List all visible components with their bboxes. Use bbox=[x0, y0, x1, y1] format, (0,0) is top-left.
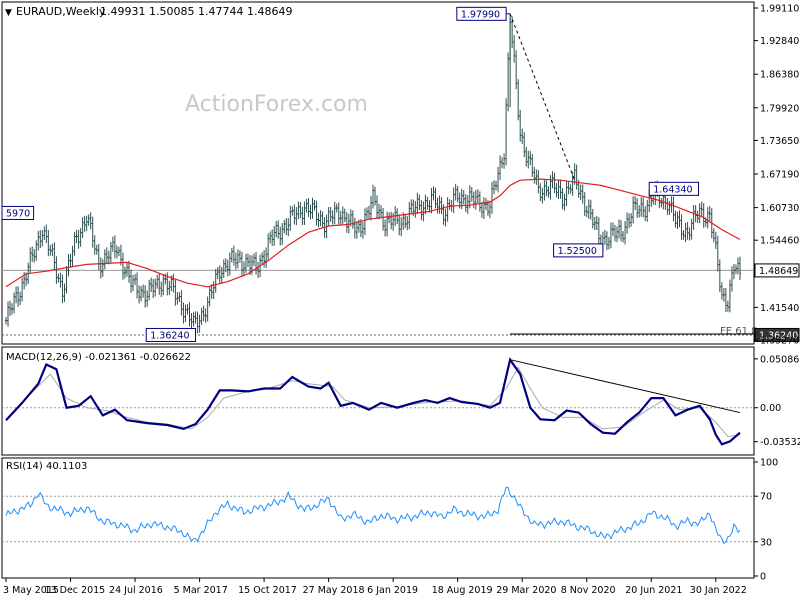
current-price-tag-box bbox=[754, 263, 800, 278]
left-cut-annotation: 5970 bbox=[6, 208, 30, 219]
price-y-tick-label: 1.60730 bbox=[760, 203, 799, 214]
x-tick-label: 18 Aug 2019 bbox=[432, 585, 493, 596]
high-annotation: 1.97990 bbox=[461, 9, 500, 20]
rsi-y-tick-label: 100 bbox=[760, 458, 778, 469]
x-tick-label: 30 Jan 2022 bbox=[690, 585, 747, 596]
price-y-tick-label: 1.73650 bbox=[760, 136, 799, 147]
price-y-tick-label: 1.67190 bbox=[760, 170, 799, 181]
x-tick-label: 24 Jul 2016 bbox=[109, 585, 163, 596]
chart-header: ▼ EURAUD,Weekly 1.49931 1.50085 1.47744 … bbox=[5, 5, 292, 18]
macd-y-tick-label: 0.050863 bbox=[760, 354, 800, 365]
price-y-tick-label: 1.54460 bbox=[760, 236, 799, 247]
price-y-tick-label: 1.35270 bbox=[760, 336, 799, 347]
price-panel-frame bbox=[1, 1, 755, 345]
rsi-label: RSI(14) 40.1103 bbox=[6, 461, 87, 472]
fe-label: FE 61.8 bbox=[720, 326, 758, 337]
price-y-tick-label: 1.99110 bbox=[760, 4, 799, 15]
annotations-layer: 1.97990 1.64340 1.52500 1.36240 5970 1.48649 1… bbox=[1, 6, 800, 342]
ohlc-header: 1.49931 1.50085 1.47744 1.48649 bbox=[100, 5, 292, 18]
x-tick-label: 3 May 2015 bbox=[3, 585, 59, 596]
watermark: ActionForex.com bbox=[185, 92, 368, 117]
x-tick-label: 13 Dec 2015 bbox=[45, 585, 106, 596]
symbol-triangle-icon: ▼ bbox=[5, 8, 12, 18]
macd-y-tick-label: 0.00 bbox=[760, 403, 781, 414]
price-y-tick-label: 1.92840 bbox=[760, 36, 799, 47]
rsi-y-tick-label: 30 bbox=[760, 537, 772, 548]
x-tick-label: 27 May 2018 bbox=[303, 585, 365, 596]
macd-panel-frame bbox=[1, 346, 755, 456]
macd-y-tick-label: -0.035322 bbox=[760, 437, 800, 448]
left-cut-annotation-box bbox=[1, 205, 35, 220]
macd-trendline bbox=[510, 359, 741, 414]
indicator-lines-layer bbox=[5, 13, 741, 545]
macd-label: MACD(12,26,9) -0.021361 -0.026622 bbox=[6, 352, 191, 363]
high2-annotation: 1.64340 bbox=[653, 184, 692, 195]
high2-annotation-box bbox=[648, 181, 700, 196]
x-tick-label: 29 Mar 2020 bbox=[496, 585, 556, 596]
level-price-tag-box bbox=[754, 327, 800, 342]
x-tick-label: 15 Oct 2017 bbox=[238, 585, 297, 596]
current-price-tag: 1.48649 bbox=[759, 266, 798, 277]
level-price-tag: 1.36240 bbox=[759, 330, 798, 341]
price-y-tick-label: 1.79920 bbox=[760, 103, 799, 114]
chart-title: EURAUD,Weekly bbox=[16, 5, 106, 18]
low-annotation-box bbox=[553, 243, 604, 258]
macd-line bbox=[5, 357, 741, 446]
low2-annotation: 1.36240 bbox=[150, 330, 189, 341]
price-y-tick-label: 1.41540 bbox=[760, 303, 799, 314]
low2-annotation-box bbox=[145, 327, 197, 342]
rsi-y-tick-label: 70 bbox=[760, 492, 772, 503]
x-tick-label: 5 Mar 2017 bbox=[174, 585, 228, 596]
rsi-panel-frame bbox=[1, 457, 755, 579]
price-y-tick-label: 1.86380 bbox=[760, 70, 799, 81]
low-annotation: 1.52500 bbox=[558, 246, 597, 257]
price-bars-layer bbox=[4, 13, 742, 334]
macd-signal-line bbox=[5, 366, 741, 438]
x-tick-label: 8 Nov 2020 bbox=[561, 585, 616, 596]
x-tick-label: 6 Jan 2019 bbox=[367, 585, 418, 596]
x-tick-label: 20 Jun 2021 bbox=[625, 585, 682, 596]
rsi-line bbox=[5, 486, 741, 545]
rsi-y-tick-label: 0 bbox=[760, 572, 766, 583]
moving-average-line bbox=[5, 178, 741, 288]
